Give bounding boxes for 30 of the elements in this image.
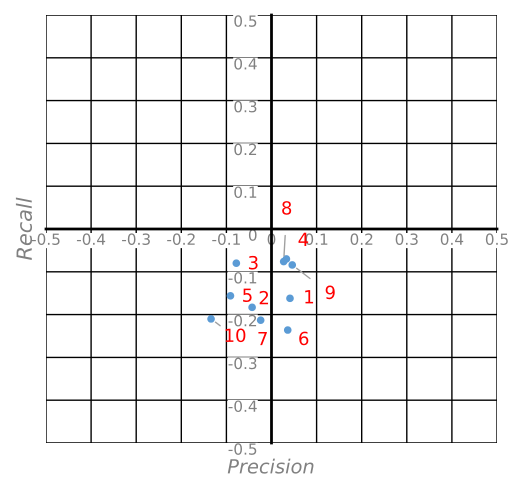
x-tick-label: 0.2 [350, 233, 372, 245]
annotation: 8 [282, 201, 292, 215]
annotation: 2 [260, 290, 268, 304]
y-tick-label: 0.4 [234, 58, 257, 70]
y-tick-label: -0.5 [228, 443, 256, 455]
annotation: 6 [299, 332, 308, 346]
y-tick-label: -0.2 [228, 314, 256, 326]
y-tick-label: -0.4 [228, 400, 257, 412]
annotation: 3 [248, 256, 258, 270]
annotation: 1 [305, 290, 314, 304]
x-tick-label: -0.2 [167, 233, 195, 245]
annotation: 4 [298, 232, 308, 246]
annotation: 7 [258, 332, 267, 346]
y-tick-label: -0.1 [228, 272, 256, 284]
x-tick-label: 0.5 [486, 233, 508, 245]
x-axis-title: Precision [228, 458, 314, 474]
x-tick-label: -0.5 [32, 233, 60, 245]
annotation: 9 [326, 286, 335, 300]
y-tick-label: 0.5 [234, 15, 256, 27]
y-tick-label: 0.1 [234, 186, 256, 198]
x-tick-label: 0.3 [396, 233, 418, 245]
x-tick-label: -0.4 [76, 233, 106, 245]
y-tick-label: 0.2 [234, 144, 256, 156]
x-tick-label: 0.4 [440, 233, 464, 245]
y-tick-label: 0.3 [234, 100, 256, 112]
x-tick-label: -0.3 [122, 233, 150, 245]
x-tick-label: -0.1 [212, 233, 240, 245]
annotation: 5 [243, 288, 252, 302]
y-tick-label: -0.3 [228, 358, 256, 370]
y-axis-title: Recall [16, 198, 32, 260]
